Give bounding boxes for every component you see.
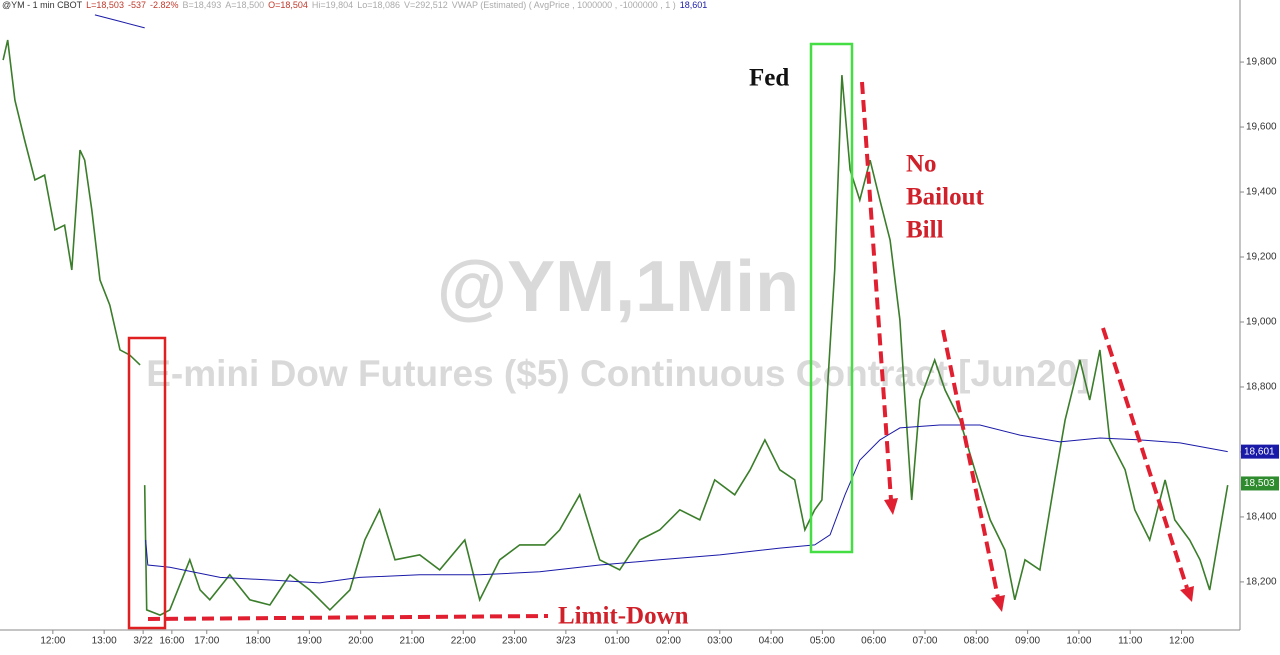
annotation: Bill: [906, 217, 944, 244]
series-line: [2, 39, 1229, 616]
y-tick-label: 19,800: [1246, 57, 1277, 68]
header-item: -2.82%: [149, 0, 179, 10]
x-tick-label: 18:00: [246, 636, 271, 647]
x-tick-label: 22:00: [451, 636, 476, 647]
x-tick-label: 21:00: [399, 636, 424, 647]
price-tag: [1241, 476, 1279, 491]
y-tick-label: 18,200: [1246, 577, 1277, 588]
price-tag: [1241, 444, 1279, 459]
x-tick-label: 23:00: [502, 636, 527, 647]
limit-down-box: [127, 336, 167, 630]
arrow: [860, 81, 893, 501]
y-tick-label: 19,600: [1246, 122, 1277, 133]
x-tick-label: 01:00: [605, 636, 630, 647]
x-tick-label: 08:00: [964, 636, 989, 647]
x-tick-label: 13:00: [92, 636, 117, 647]
arrow-head: [884, 498, 898, 515]
x-tick-label: 20:00: [348, 636, 373, 647]
x-tick-label: 12:00: [1169, 636, 1194, 647]
x-tick-label: 19:00: [297, 636, 322, 647]
header-item: VWAP (Estimated) ( AvgPrice , 1000000 , …: [451, 0, 676, 10]
price-tag-label: 18,503: [1244, 478, 1275, 489]
price-tag-label: 18,601: [1244, 446, 1275, 457]
x-tick-label: 3/22: [133, 636, 153, 647]
header-item: @YM - 1 min CBOT: [2, 0, 83, 10]
y-tick-label: 19,000: [1246, 317, 1277, 328]
header-item: 18,601: [679, 0, 708, 10]
arrow-heads: [884, 498, 1194, 612]
x-tick-label: 05:00: [810, 636, 835, 647]
x-tick-label: 03:00: [707, 636, 732, 647]
header-item: V=292,512: [403, 0, 448, 10]
arrow: [941, 329, 1000, 599]
series-line: [94, 14, 1228, 584]
y-tick-label: 18,400: [1246, 512, 1277, 523]
annotation: Limit-Down: [558, 603, 689, 630]
annotation: Fed: [749, 65, 789, 92]
header-item: Lo=18,086: [357, 0, 400, 10]
header-item: -537: [127, 0, 146, 10]
arrow-head: [991, 595, 1005, 612]
arrows: [147, 81, 1189, 621]
x-tick-label: 09:00: [1015, 636, 1040, 647]
annotation: Bailout: [906, 184, 984, 211]
header-item: L=18,503: [86, 0, 124, 10]
x-tick-label: 10:00: [1066, 636, 1091, 647]
x-tick-label: 16:00: [159, 636, 184, 647]
x-tick-label: 07:00: [912, 636, 937, 647]
x-tick-label: 04:00: [759, 636, 784, 647]
header: @YM - 1 min CBOT L=18,503 -537 -2.82% B=18,4…: [2, 0, 711, 10]
x-tick-label: 11:00: [1118, 636, 1143, 647]
watermark-subtitle: E-mini Dow Futures ($5) Continuous Contr…: [146, 353, 1090, 394]
header-item: A=18,500: [225, 0, 265, 10]
y-tick-label: 19,200: [1246, 252, 1277, 263]
x-tick-label: 12:00: [40, 636, 65, 647]
x-tick-label: 3/23: [556, 636, 576, 647]
x-tick-label: 17:00: [194, 636, 219, 647]
header-item: B=18,493: [182, 0, 222, 10]
limit-down-line: [147, 614, 549, 621]
arrow-head: [1180, 586, 1194, 602]
fed-box: [809, 42, 854, 554]
x-tick-label: 06:00: [861, 636, 886, 647]
watermark: @YM,1Min: [437, 247, 799, 327]
y-tick-label: 18,800: [1246, 382, 1277, 393]
arrow: [1101, 327, 1189, 589]
y-tick-label: 19,400: [1246, 187, 1277, 198]
annotation: No: [906, 151, 937, 178]
x-tick-label: 02:00: [656, 636, 681, 647]
header-item: Hi=19,804: [311, 0, 354, 10]
header-item: O=18,504: [268, 0, 308, 10]
